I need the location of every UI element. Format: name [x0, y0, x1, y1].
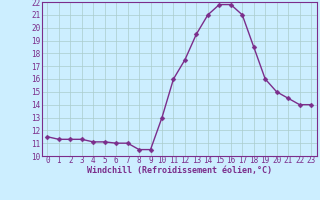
- X-axis label: Windchill (Refroidissement éolien,°C): Windchill (Refroidissement éolien,°C): [87, 166, 272, 175]
